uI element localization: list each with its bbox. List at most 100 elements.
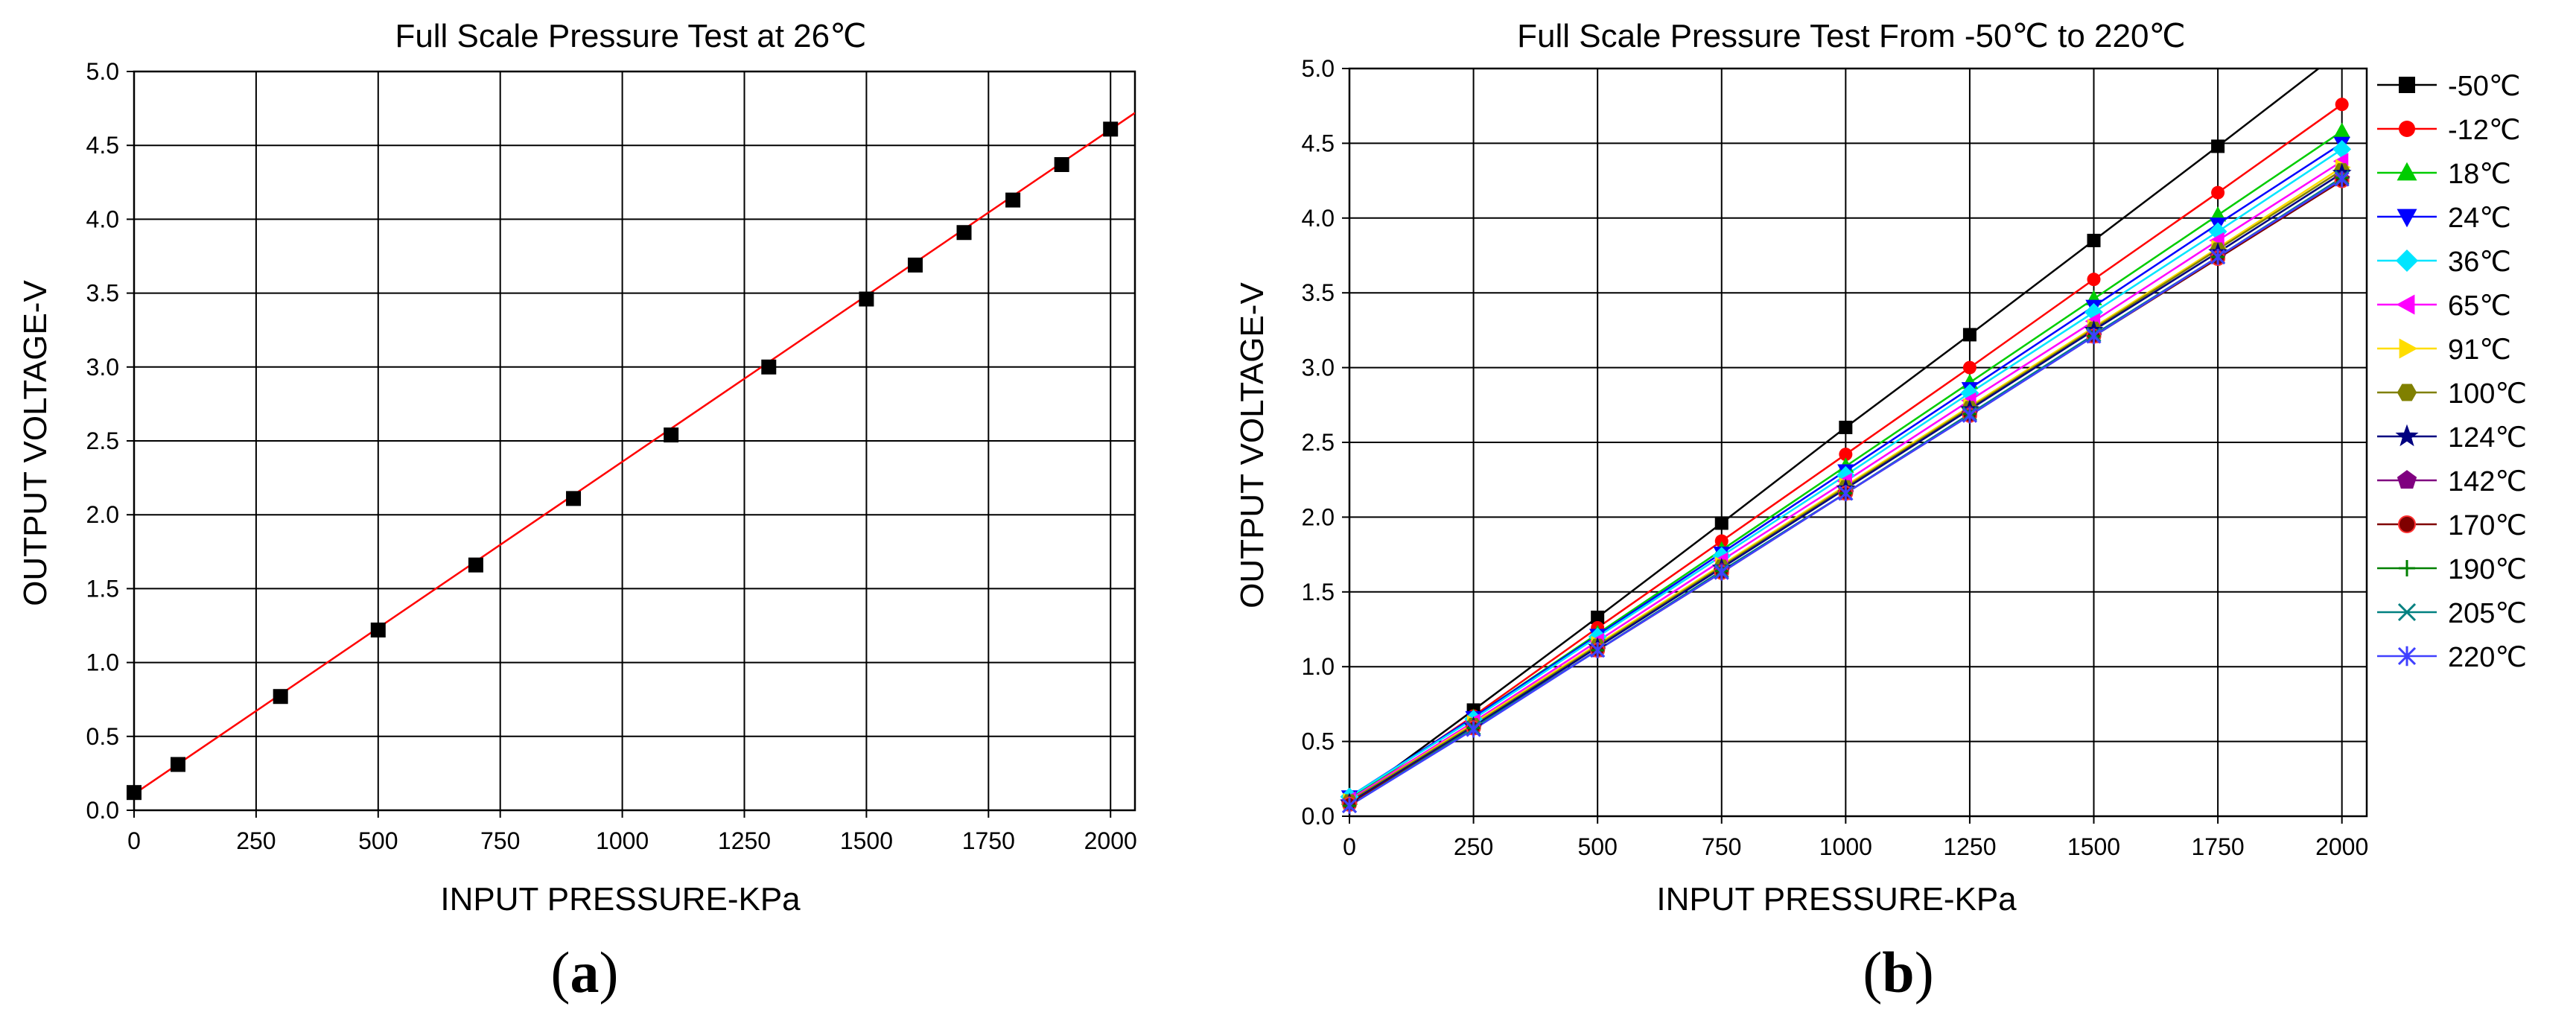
chart-b-title: Full Scale Pressure Test From -50℃ to 22…	[1517, 18, 2186, 54]
data-point-26	[956, 225, 972, 241]
chart-a-panel-label: (a)	[551, 940, 619, 1005]
chart-a-markers	[127, 121, 1119, 801]
data-point-220	[1962, 407, 1977, 424]
legend-marker-205	[2397, 602, 2417, 622]
chart-a-x-tick-label: 750	[480, 827, 520, 854]
legend-label-36: 36℃	[2448, 247, 2511, 278]
chart-a-y-tick-label: 0.0	[86, 797, 119, 824]
data-point-220	[1590, 642, 1606, 658]
chart-b-y-tick-label: 4.5	[1302, 130, 1335, 156]
legend-marker-190	[2399, 560, 2415, 576]
chart-b-y-tick-label: 5.0	[1302, 55, 1335, 82]
legend-marker-24	[2397, 209, 2417, 228]
data-point-50	[1714, 516, 1729, 530]
legend-marker-50	[2399, 77, 2415, 93]
chart-a-y-tick-label: 5.0	[86, 58, 119, 85]
chart-b-y-tick-label: 2.0	[1302, 503, 1335, 530]
chart-b-x-tick-label: 1000	[1819, 833, 1872, 860]
chart-a-xlabel: INPUT PRESSURE-KPa	[440, 881, 801, 918]
chart-a-title: Full Scale Pressure Test at 26℃	[395, 18, 866, 54]
legend-label-124: 124℃	[2448, 422, 2527, 454]
data-point-220	[1466, 721, 1481, 738]
data-point-26	[1005, 192, 1021, 208]
data-point-26	[1103, 121, 1119, 137]
legend-marker-220	[2397, 646, 2417, 667]
chart-b-y-tick-label: 2.5	[1302, 429, 1335, 456]
chart-a-x-tick-label: 2000	[1084, 827, 1137, 854]
data-point-50	[2087, 233, 2101, 247]
chart-b-y-tick-label: 3.0	[1302, 354, 1335, 381]
chart-a-y-tick-label: 4.0	[86, 206, 119, 232]
data-point-26	[664, 427, 679, 443]
data-point-26	[127, 785, 141, 801]
data-point-220	[1341, 798, 1358, 814]
chart-a-y-tick-label: 3.5	[86, 280, 119, 307]
data-point-26	[907, 257, 923, 273]
legend-label-100: 100℃	[2448, 378, 2527, 410]
data-point-220	[2210, 249, 2226, 265]
chart-b-x-tick-label: 0	[1343, 833, 1356, 860]
chart-b-panel-label: (b)	[1863, 940, 1933, 1005]
chart-a-y-tick-label: 4.5	[86, 132, 119, 159]
chart-b-ylabel: OUTPUT VOLTAGE-V	[1234, 282, 1270, 608]
legend-marker-36	[2395, 249, 2419, 273]
chart-a-x-tick-label: 1000	[596, 827, 649, 854]
legend-label-18: 18℃	[2448, 159, 2511, 190]
legend-label-12: -12℃	[2448, 115, 2521, 146]
data-point-220	[1838, 485, 1854, 502]
chart-b-x-tick-label: 1750	[2192, 833, 2245, 860]
data-point-220	[1714, 564, 1729, 581]
chart-b-x-tick-label: 1500	[2067, 833, 2120, 860]
chart-panel-a: Full Scale Pressure Test at 26℃ OUTPUT V…	[17, 18, 1137, 1005]
chart-a-x-tick-label: 1500	[840, 827, 893, 854]
chart-b-y-tick-label: 1.5	[1302, 579, 1335, 605]
legend-label-190: 190℃	[2448, 554, 2527, 585]
chart-a-grid	[133, 70, 1136, 812]
chart-b-y-axis: 0.0 0.5 1.0 1.5 2.0 2.5 3.0 3.5 4.0 4.5 5.0	[1302, 55, 1349, 830]
chart-a-x-tick-label: 500	[358, 827, 398, 854]
legend-label-50: -50℃	[2448, 71, 2521, 102]
data-point-50	[1839, 420, 1853, 434]
legend-marker-170	[2398, 515, 2416, 533]
data-point-26	[370, 622, 386, 637]
data-point-50	[1962, 328, 1976, 342]
chart-b-x-tick-label: 750	[1702, 833, 1741, 860]
legend-marker-18	[2397, 162, 2417, 181]
chart-b-xlabel: INPUT PRESSURE-KPa	[1656, 881, 2017, 918]
data-point-26	[761, 359, 777, 375]
legend-marker-12	[2399, 121, 2415, 137]
data-point-220	[2086, 328, 2102, 345]
legend-marker-100	[2397, 384, 2417, 401]
data-point-12	[2335, 98, 2349, 112]
data-point-26	[468, 557, 483, 573]
chart-a-x-axis: 0 250 500 750 1000 1250 1500 1750 2000	[127, 810, 1137, 854]
data-point-26	[859, 291, 874, 307]
chart-b-markers	[1340, 98, 2352, 814]
legend-marker-142	[2397, 470, 2417, 489]
legend-marker-124	[2395, 424, 2419, 447]
legend-label-24: 24℃	[2448, 203, 2511, 234]
chart-panel-b: Full Scale Pressure Test From -50℃ to 22…	[1234, 18, 2527, 1005]
chart-a-series	[127, 112, 1135, 801]
chart-b-series	[1340, 69, 2352, 814]
chart-b-x-tick-label: 500	[1577, 833, 1617, 860]
legend-label-170: 170℃	[2448, 510, 2527, 541]
chart-b-y-tick-label: 4.0	[1302, 205, 1335, 232]
chart-a-x-tick-label: 250	[236, 827, 276, 854]
data-point-12	[2087, 273, 2101, 287]
data-point-12	[1714, 534, 1729, 548]
chart-a-y-tick-label: 3.0	[86, 354, 119, 381]
chart-b-x-tick-label: 1250	[1943, 833, 1996, 860]
chart-a-ylabel: OUTPUT VOLTAGE-V	[17, 280, 54, 606]
data-point-12	[1839, 448, 1853, 462]
chart-b-y-tick-label: 3.5	[1302, 279, 1335, 306]
chart-a-y-tick-label: 2.0	[86, 501, 119, 528]
legend-label-142: 142℃	[2448, 466, 2527, 497]
chart-a-x-tick-label: 1750	[962, 827, 1015, 854]
chart-b-y-tick-label: 0.0	[1302, 803, 1335, 830]
chart-b-legend: -50℃ -12℃ 18℃ 24℃ 36℃ 65℃ 91℃ 100℃ 124℃ 142℃ 170℃ 1…	[2377, 71, 2527, 673]
chart-a-y-tick-label: 2.5	[86, 427, 119, 454]
chart-b-x-tick-label: 250	[1454, 833, 1493, 860]
chart-a-y-tick-label: 0.5	[86, 723, 119, 750]
